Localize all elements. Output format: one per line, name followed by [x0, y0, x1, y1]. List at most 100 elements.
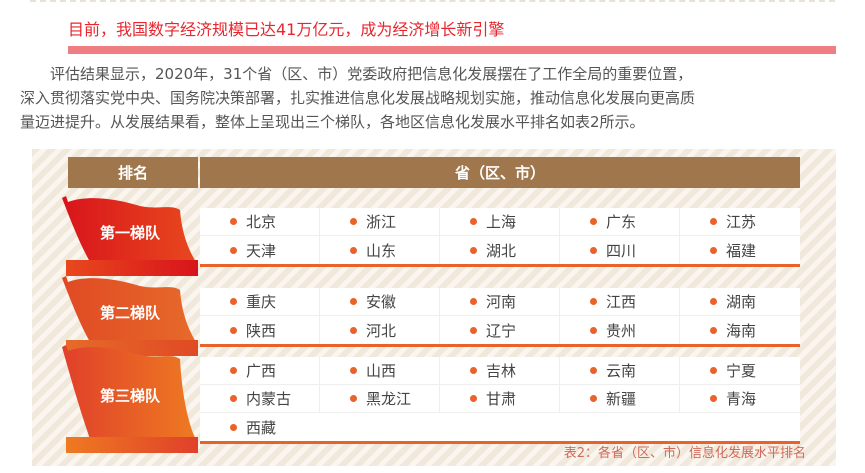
- province-name: 黑龙江: [366, 390, 412, 408]
- table-row: 天津 山东 湖北 四川 福建: [200, 236, 800, 264]
- bullet-icon: [350, 218, 357, 225]
- province-name: 内蒙古: [246, 390, 292, 408]
- bullet-icon: [590, 367, 597, 374]
- bullet-icon: [470, 246, 477, 254]
- province-cell: 江西: [560, 288, 680, 315]
- province-name: 江苏: [726, 213, 757, 231]
- bullet-icon: [350, 395, 357, 402]
- province-name: 河北: [366, 321, 397, 340]
- bullet-icon: [350, 367, 357, 374]
- province-cell: 广东: [560, 208, 680, 235]
- bullet-icon: [590, 326, 597, 334]
- province-cell: 重庆: [200, 288, 320, 315]
- tier-label: 第一梯队: [99, 224, 160, 242]
- tier-2-flag: 第二梯队: [60, 276, 198, 356]
- bullet-icon: [470, 367, 477, 374]
- tier-label: 第二梯队: [99, 304, 160, 322]
- bullet-icon: [710, 298, 717, 305]
- province-cell: 江苏: [680, 208, 800, 235]
- province-name: 青海: [726, 390, 757, 408]
- paragraph-line: 深入贯彻落实党中央、国务院决策部署，扎实推进信息化发展战略规划实施，推动信息化发…: [20, 89, 696, 107]
- province-cell: 天津: [200, 236, 320, 264]
- header-province: 省（区、市）: [200, 157, 800, 188]
- bullet-icon: [710, 326, 717, 334]
- tier-1-cells: 北京 浙江 上海 广东 江苏 天津 山东 湖北 四川 福建: [200, 208, 800, 267]
- province-name: 贵州: [606, 321, 637, 340]
- province-name: 湖南: [726, 293, 757, 311]
- flag-icon: [62, 345, 196, 439]
- province-name: 天津: [246, 241, 277, 260]
- bullet-icon: [710, 395, 717, 402]
- province-name: 辽宁: [486, 321, 517, 340]
- province-cell: 湖北: [440, 236, 560, 264]
- table-row: 北京 浙江 上海 广东 江苏: [200, 208, 800, 236]
- bullet-icon: [470, 395, 477, 402]
- province-name: 广东: [606, 213, 637, 231]
- tier-1-flag: 第一梯队: [60, 196, 198, 276]
- province-cell: 辽宁: [440, 316, 560, 344]
- flag-base: [66, 437, 198, 453]
- province-cell: 宁夏: [680, 357, 800, 384]
- province-name: 山西: [366, 362, 397, 380]
- bullet-icon: [470, 326, 477, 334]
- province-name: 江西: [606, 293, 637, 311]
- province-name: 山东: [366, 241, 397, 260]
- flag-base: [66, 260, 198, 276]
- province-name: 西藏: [246, 418, 277, 437]
- province-name: 北京: [246, 213, 277, 231]
- bullet-icon: [590, 246, 597, 254]
- header-rank: 排名: [68, 157, 198, 188]
- province-name: 湖北: [486, 241, 517, 260]
- province-cell: 浙江: [320, 208, 440, 235]
- province-cell: 安徽: [320, 288, 440, 315]
- bullet-icon: [230, 218, 237, 225]
- table-row: 广西 山西 吉林 云南 宁夏: [200, 357, 800, 385]
- province-name: 宁夏: [726, 362, 757, 380]
- province-cell: 广西: [200, 357, 320, 384]
- province-cell: 黑龙江: [320, 385, 440, 412]
- bullet-icon: [230, 246, 237, 254]
- province-cell: 青海: [680, 385, 800, 412]
- ranking-table: 排名 省（区、市） 北京 浙江 上海 广东 江苏 天津 山东 湖北 四川 福建 第一梯队 重庆 安徽河…: [32, 149, 836, 466]
- body-paragraph: 评估结果显示，2020年，31个省（区、市）党委政府把信息化发展摆在了工作全局的…: [20, 62, 840, 134]
- top-divider: [30, 0, 835, 3]
- bullet-icon: [230, 367, 237, 374]
- bullet-icon: [470, 218, 477, 225]
- table-caption: 表2：各省（区、市）信息化发展水平排名: [563, 446, 806, 461]
- tier-label: 第三梯队: [99, 387, 160, 405]
- paragraph-line: 量迈进提升。从发展结果看，整体上呈现出三个梯队，各地区信息化发展水平排名如表2所…: [20, 113, 645, 131]
- province-cell: 西藏: [200, 413, 800, 441]
- province-name: 四川: [606, 241, 637, 260]
- bullet-icon: [590, 218, 597, 225]
- province-name: 广西: [246, 362, 277, 380]
- province-name: 重庆: [246, 293, 277, 311]
- bullet-icon: [350, 298, 357, 305]
- title-underline: [68, 46, 836, 54]
- province-name: 甘肃: [486, 390, 517, 408]
- province-cell: 山西: [320, 357, 440, 384]
- table-row: 陕西 河北 辽宁 贵州 海南: [200, 316, 800, 344]
- province-cell: 甘肃: [440, 385, 560, 412]
- tier-3-flag: 第三梯队: [60, 345, 198, 453]
- bullet-icon: [230, 298, 237, 305]
- province-cell: 贵州: [560, 316, 680, 344]
- province-cell: 上海: [440, 208, 560, 235]
- flag-icon: [62, 276, 196, 342]
- province-cell: 北京: [200, 208, 320, 235]
- province-name: 云南: [606, 362, 637, 380]
- table-row: 内蒙古 黑龙江 甘肃 新疆 青海: [200, 385, 800, 413]
- province-cell: 山东: [320, 236, 440, 264]
- tier-2-cells: 重庆 安徽 河南 江西 湖南 陕西 河北 辽宁 贵州 海南: [200, 288, 800, 347]
- province-name: 海南: [726, 321, 757, 340]
- province-cell: 内蒙古: [200, 385, 320, 412]
- province-name: 吉林: [486, 362, 517, 380]
- bullet-icon: [590, 298, 597, 305]
- bullet-icon: [350, 326, 357, 334]
- province-name: 陕西: [246, 321, 277, 340]
- bullet-icon: [710, 218, 717, 225]
- province-cell: 新疆: [560, 385, 680, 412]
- province-name: 新疆: [606, 390, 637, 408]
- province-cell: 四川: [560, 236, 680, 264]
- province-name: 上海: [486, 213, 517, 231]
- province-cell: 海南: [680, 316, 800, 344]
